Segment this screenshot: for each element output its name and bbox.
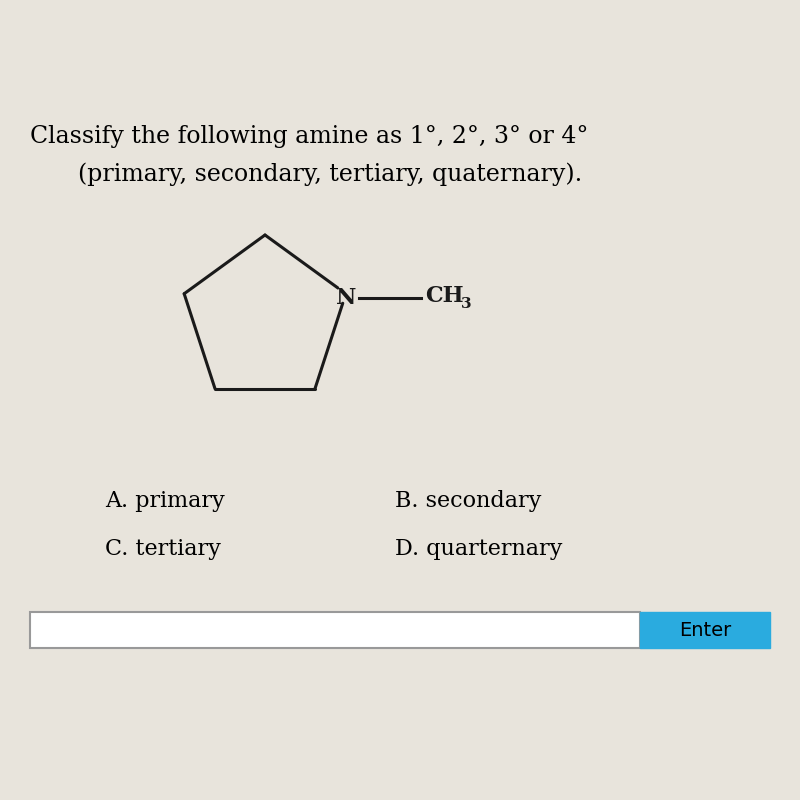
Text: Classify the following amine as 1°, 2°, 3° or 4°: Classify the following amine as 1°, 2°, … [30, 125, 588, 148]
Text: A. primary: A. primary [105, 490, 225, 512]
FancyBboxPatch shape [30, 612, 640, 648]
Text: CH: CH [425, 285, 463, 306]
Text: B. secondary: B. secondary [395, 490, 542, 512]
Text: C. tertiary: C. tertiary [105, 538, 221, 560]
Text: N: N [336, 286, 356, 309]
Text: (primary, secondary, tertiary, quaternary).: (primary, secondary, tertiary, quaternar… [78, 162, 582, 186]
FancyBboxPatch shape [640, 612, 770, 648]
Text: 3: 3 [461, 297, 471, 310]
Text: D. quarternary: D. quarternary [395, 538, 562, 560]
Text: Enter: Enter [679, 621, 731, 639]
